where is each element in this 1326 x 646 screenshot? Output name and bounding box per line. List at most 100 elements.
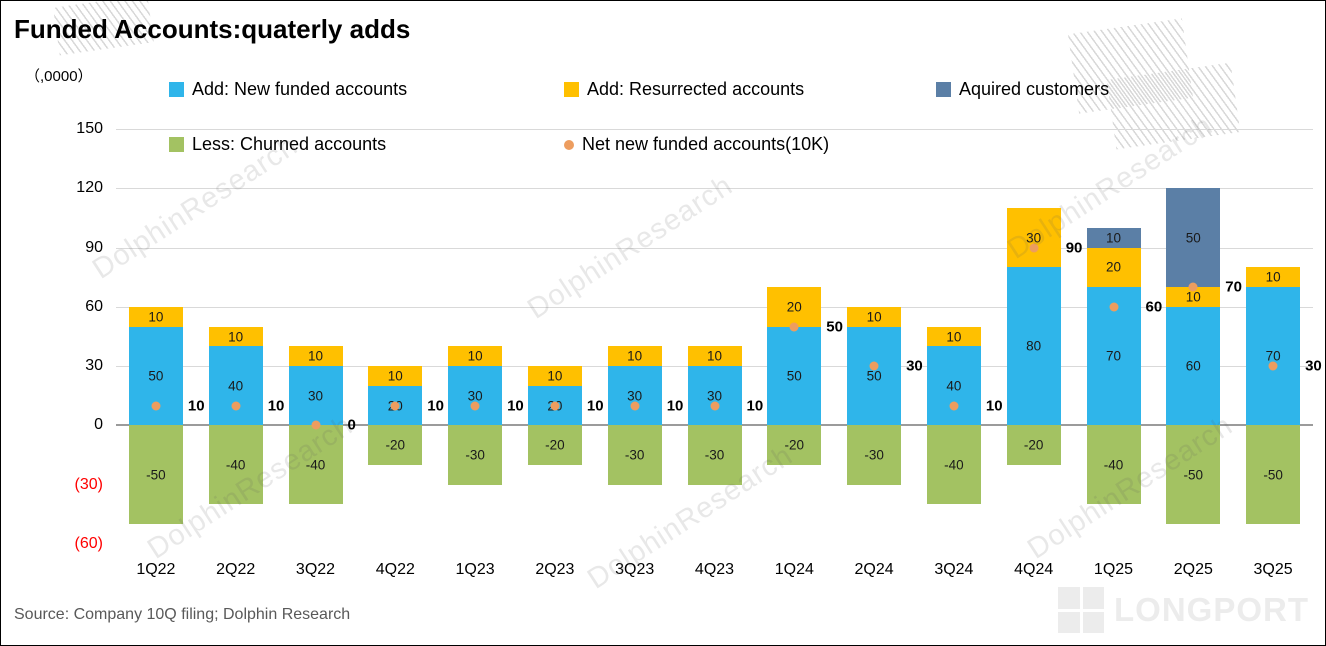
net-value-label: 90 xyxy=(1065,239,1083,257)
legend-item: Less: Churned accounts xyxy=(169,134,386,155)
y-tick-label: 90 xyxy=(85,238,103,256)
bar-segment xyxy=(1246,425,1301,525)
segment-value-label: 10 xyxy=(467,348,483,364)
legend-item: Net new funded accounts(10K) xyxy=(564,134,829,155)
legend-label: Net new funded accounts(10K) xyxy=(582,134,830,154)
x-tick-label: 4Q23 xyxy=(694,561,735,578)
bar-segment xyxy=(926,425,981,505)
x-tick-label: 4Q22 xyxy=(375,561,415,578)
net-dot xyxy=(789,322,799,332)
segment-value-label: 40 xyxy=(228,378,244,394)
net-value-label: 30 xyxy=(906,357,923,375)
x-tick-label: 1Q24 xyxy=(774,561,814,578)
net-value-label: 0 xyxy=(347,416,356,434)
x-tick-label: 1Q22 xyxy=(136,561,176,578)
segment-value-label: 60 xyxy=(1185,358,1201,374)
gridline xyxy=(116,306,1313,308)
bar-segment xyxy=(687,346,742,367)
bar-segment xyxy=(767,425,822,465)
x-tick-label: 1Q23 xyxy=(455,561,495,578)
net-value-label: 10 xyxy=(666,397,684,415)
segment-value-label: 10 xyxy=(1105,230,1122,246)
legend-label: Add: Resurrected accounts xyxy=(587,79,805,99)
legend-marker xyxy=(564,82,579,97)
net-value-label: 60 xyxy=(1145,298,1163,316)
segment-value-label: 10 xyxy=(1185,289,1201,305)
gridline xyxy=(116,188,1313,190)
y-tick-label: 120 xyxy=(76,179,103,197)
y-tick-label: 30 xyxy=(85,357,103,375)
bar-segment xyxy=(1166,425,1221,525)
y-tick-label: (60) xyxy=(74,535,103,552)
bar-segment xyxy=(847,306,902,327)
segment-value-label: -20 xyxy=(784,437,805,453)
segment-value-label: 10 xyxy=(387,368,403,384)
segment-value-label: -40 xyxy=(225,457,246,473)
segment-value-label: 10 xyxy=(1265,269,1281,285)
segment-value-label: 10 xyxy=(627,348,643,364)
bar-segment xyxy=(527,366,582,386)
bar-segment xyxy=(687,366,742,426)
segment-value-label: 10 xyxy=(148,309,164,325)
net-value-label: 10 xyxy=(586,397,604,415)
segment-value-label: -20 xyxy=(385,437,406,453)
segment-value-label: -20 xyxy=(545,437,565,453)
segment-value-label: -30 xyxy=(864,447,884,463)
net-value-label: 70 xyxy=(1225,278,1242,296)
legend-item: Aquired customers xyxy=(936,79,1109,100)
net-dot xyxy=(869,361,879,371)
segment-value-label: 40 xyxy=(946,378,962,394)
segment-value-label: 30 xyxy=(1026,230,1042,246)
segment-value-label: -40 xyxy=(1103,457,1124,473)
net-dot xyxy=(311,420,320,430)
bar-segment xyxy=(767,326,822,426)
bar-segment xyxy=(288,366,343,426)
bar-segment xyxy=(607,425,662,485)
segment-value-label: 10 xyxy=(706,348,723,364)
y-tick-label: 0 xyxy=(94,416,103,434)
legend-item: Add: New funded accounts xyxy=(169,79,407,100)
segment-value-label: 50 xyxy=(1185,230,1201,246)
source-note: Source: Company 10Q filing; Dolphin Rese… xyxy=(14,606,351,623)
segment-value-label: -50 xyxy=(1263,467,1283,483)
x-tick-label: 2Q24 xyxy=(854,561,894,578)
segment-value-label: 20 xyxy=(786,299,802,315)
bar-segment xyxy=(288,346,343,367)
net-dot xyxy=(151,401,161,411)
logo-grid-icon xyxy=(1058,587,1104,633)
segment-value-label: 30 xyxy=(627,388,643,404)
x-tick-label: 3Q24 xyxy=(934,561,974,578)
y-tick-label: 150 xyxy=(76,120,103,137)
bar-segment xyxy=(448,366,503,426)
net-dot xyxy=(949,401,959,411)
net-dot xyxy=(390,401,400,411)
net-value-label: 10 xyxy=(187,397,205,415)
net-dot xyxy=(1109,302,1118,312)
bar-segment xyxy=(847,425,902,485)
legend-marker xyxy=(564,139,574,150)
legend-marker xyxy=(169,137,184,152)
segment-value-label: 10 xyxy=(946,329,962,344)
bar-segment xyxy=(208,346,263,426)
bar-segment xyxy=(1086,227,1141,248)
bar-segment xyxy=(368,366,423,386)
bar-segment xyxy=(1166,306,1221,426)
bar-segment xyxy=(687,425,742,485)
segment-value-label: 70 xyxy=(1265,348,1281,364)
x-tick-label: 2Q25 xyxy=(1173,561,1213,578)
net-dot xyxy=(1188,282,1198,292)
net-dot xyxy=(231,401,241,411)
segment-value-label: -50 xyxy=(1183,467,1204,483)
bar-segment xyxy=(1166,287,1221,307)
segment-value-label: -30 xyxy=(465,447,485,463)
net-value-label: 10 xyxy=(746,397,764,415)
segment-value-label: -20 xyxy=(1023,437,1044,453)
x-tick-label: 3Q25 xyxy=(1253,561,1293,578)
bar-segment xyxy=(527,425,582,465)
bar-segment xyxy=(1086,425,1141,505)
net-dot xyxy=(470,401,480,411)
bar-segment xyxy=(128,425,183,525)
x-tick-label: 3Q23 xyxy=(615,561,655,578)
segment-value-label: 30 xyxy=(307,388,324,404)
